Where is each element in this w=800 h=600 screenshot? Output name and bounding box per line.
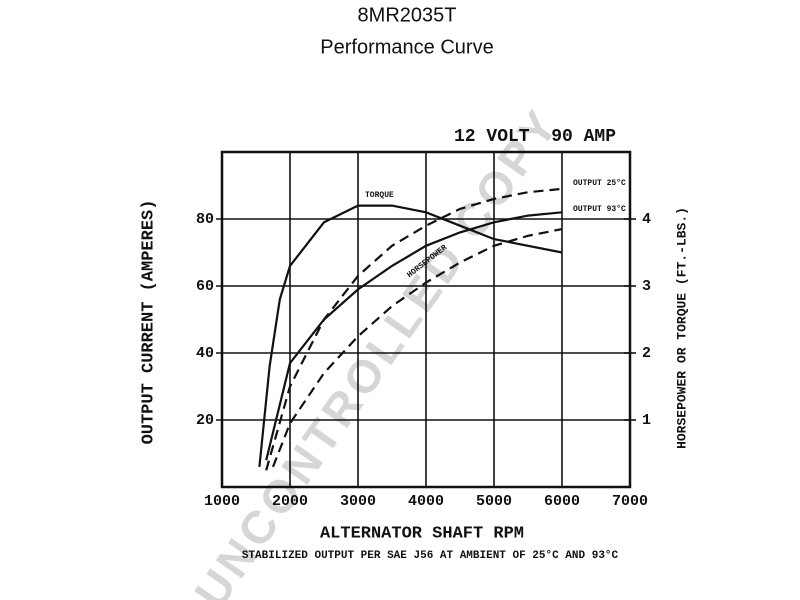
footnote: STABILIZED OUTPUT PER SAE J56 AT AMBIENT… xyxy=(242,550,619,562)
y2-tick-label: 1 xyxy=(642,412,651,429)
chart-title: 8MR2035T xyxy=(358,4,457,26)
x-tick-label: 6000 xyxy=(544,493,580,510)
x-tick-label: 7000 xyxy=(612,493,648,510)
x-tick-label: 2000 xyxy=(272,493,308,510)
y-axis-label: OUTPUT CURRENT (AMPERES) xyxy=(139,200,158,445)
chart-subtitle: Performance Curve xyxy=(320,36,493,58)
x-tick-label: 3000 xyxy=(340,493,376,510)
series-label: OUTPUT 93°C xyxy=(573,205,626,214)
series-line xyxy=(265,187,563,471)
y2-tick-label: 4 xyxy=(642,211,651,228)
y2-tick-label: 2 xyxy=(642,345,651,362)
series-line xyxy=(265,211,563,461)
series-line xyxy=(258,204,563,468)
y-tick-label: 80 xyxy=(196,211,214,228)
x-tick-label: 1000 xyxy=(204,493,240,510)
y2-axis-label: HORSEPOWER OR TORQUE (FT.-LBS.) xyxy=(674,207,689,449)
y2-tick-label: 3 xyxy=(642,278,651,295)
y-tick-label: 60 xyxy=(196,278,214,295)
series-label: OUTPUT 25°C xyxy=(573,179,626,188)
series-line xyxy=(271,228,563,468)
y-tick-label: 20 xyxy=(196,412,214,429)
x-axis-label: ALTERNATOR SHAFT RPM xyxy=(320,524,524,543)
x-tick-label: 5000 xyxy=(476,493,512,510)
x-tick-label: 4000 xyxy=(408,493,444,510)
annotation: 12 VOLT 90 AMP xyxy=(454,127,616,147)
series-label: TORQUE xyxy=(365,191,394,200)
y-tick-label: 40 xyxy=(196,345,214,362)
